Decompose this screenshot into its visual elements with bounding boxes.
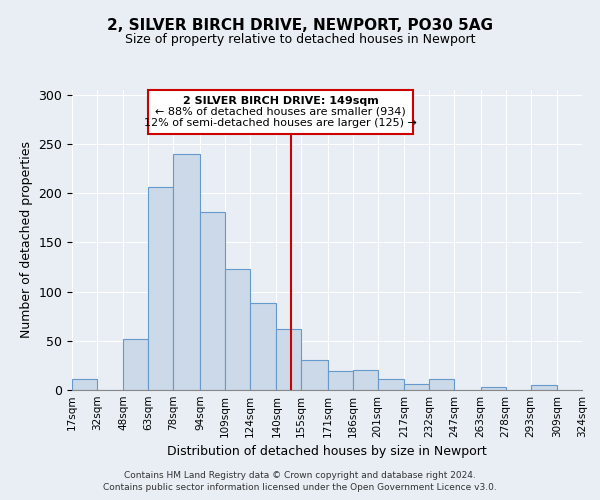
Text: 2 SILVER BIRCH DRIVE: 149sqm: 2 SILVER BIRCH DRIVE: 149sqm — [182, 96, 379, 106]
Bar — [200, 212, 225, 390]
Bar — [250, 304, 277, 390]
Bar — [429, 379, 454, 390]
Bar — [148, 90, 413, 134]
Bar — [148, 188, 173, 390]
Bar — [404, 384, 429, 390]
X-axis label: Distribution of detached houses by size in Newport: Distribution of detached houses by size … — [167, 446, 487, 458]
Text: 2, SILVER BIRCH DRIVE, NEWPORT, PO30 5AG: 2, SILVER BIRCH DRIVE, NEWPORT, PO30 5AG — [107, 18, 493, 32]
Text: 12% of semi-detached houses are larger (125) →: 12% of semi-detached houses are larger (… — [144, 118, 417, 128]
Bar — [301, 360, 328, 390]
Bar — [328, 372, 353, 390]
Bar — [377, 379, 404, 390]
Bar — [173, 154, 200, 390]
Text: Contains public sector information licensed under the Open Government Licence v3: Contains public sector information licen… — [103, 484, 497, 492]
Bar — [277, 329, 301, 390]
Text: Contains HM Land Registry data © Crown copyright and database right 2024.: Contains HM Land Registry data © Crown c… — [124, 471, 476, 480]
Bar — [72, 379, 97, 390]
Bar — [481, 387, 506, 390]
Bar — [124, 339, 148, 390]
Bar — [225, 269, 250, 390]
Bar — [530, 385, 557, 390]
Bar — [353, 370, 377, 390]
Text: Size of property relative to detached houses in Newport: Size of property relative to detached ho… — [125, 32, 475, 46]
Y-axis label: Number of detached properties: Number of detached properties — [20, 142, 33, 338]
Text: ← 88% of detached houses are smaller (934): ← 88% of detached houses are smaller (93… — [155, 106, 406, 117]
